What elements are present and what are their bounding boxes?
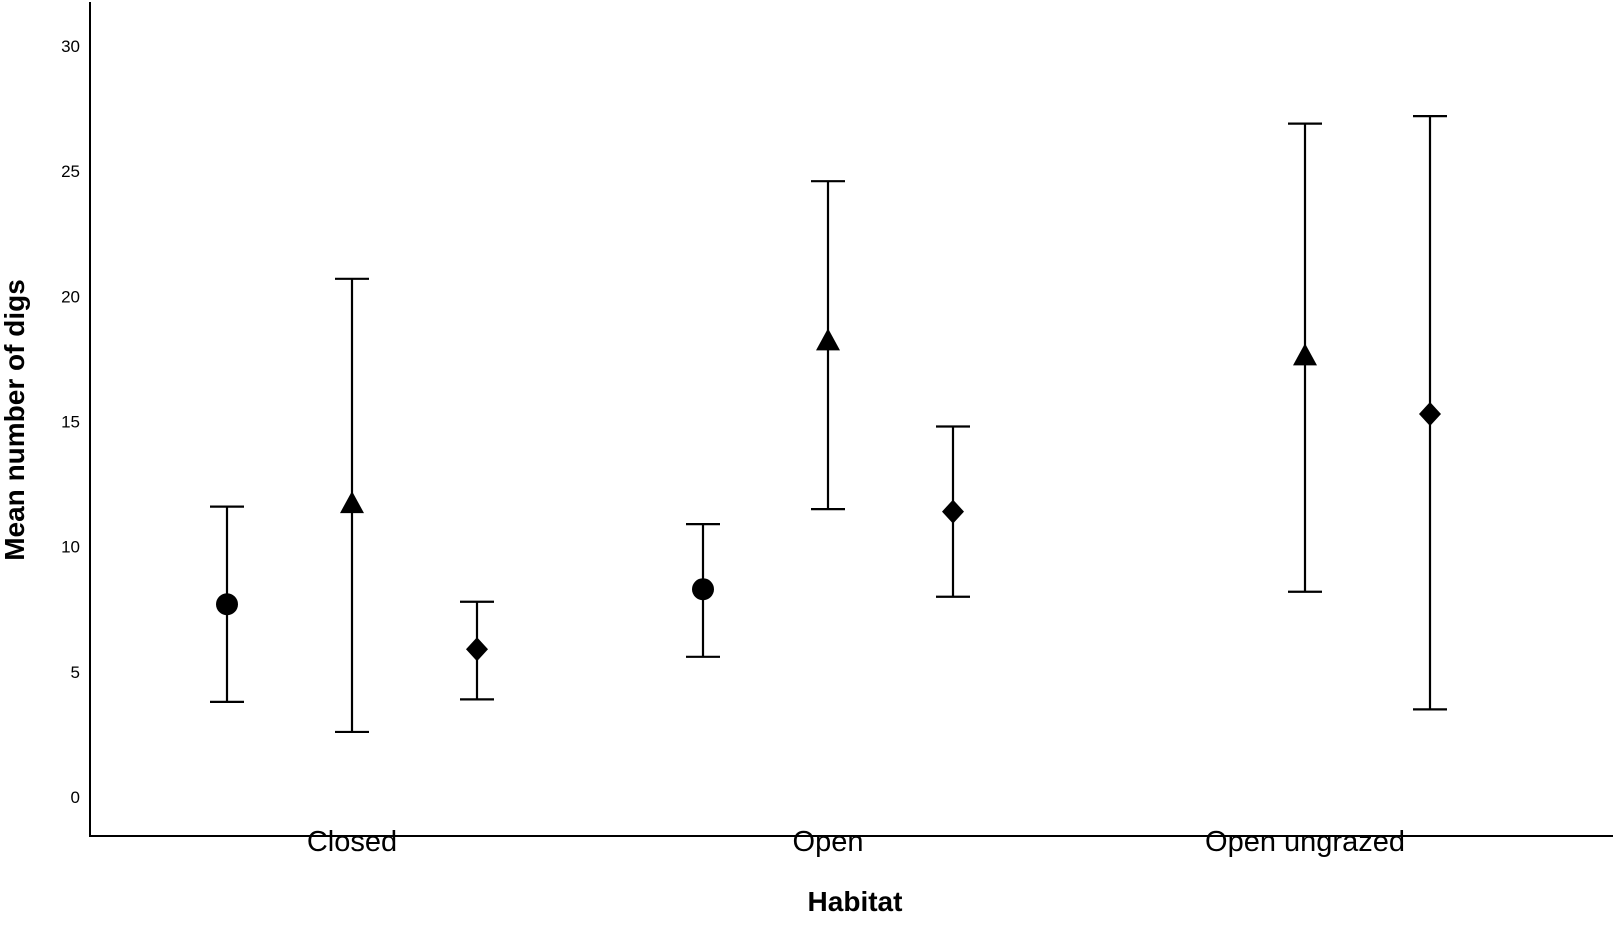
error-bar-point [936,425,970,598]
x-axis-title: Habitat [808,886,903,917]
error-bar-point [335,277,369,734]
error-bar-point [686,523,720,658]
mean-marker-triangle [340,491,364,514]
axes [89,2,1613,837]
y-tick-labels: 0 5 10 15 20 25 30 [61,37,80,807]
x-category-label: Open [793,826,864,858]
error-bar-point [210,505,244,703]
y-axis-title: Mean number of digs [0,279,30,561]
mean-marker-triangle [1293,343,1317,366]
y-tick-label: 20 [61,287,80,306]
mean-marker-diamond [942,499,964,524]
y-tick-label: 25 [61,162,80,181]
y-tick-label: 10 [61,538,80,557]
mean-marker-diamond [1419,401,1441,426]
mean-marker-circle [216,593,238,616]
y-tick-label: 30 [61,37,80,56]
error-bar-point [1413,114,1447,711]
mean-marker-triangle [816,328,840,351]
x-category-label: Closed [307,826,397,858]
y-tick-label: 15 [61,413,80,432]
data-marks [210,114,1447,734]
mean-marker-circle [692,578,714,601]
y-tick-label: 0 [71,788,80,807]
x-category-labels: Closed Open Open ungrazed [307,826,1405,858]
error-bar-point [1288,122,1322,593]
error-bar-point [460,600,494,701]
y-tick-label: 5 [71,663,80,682]
error-bar-point [811,180,845,511]
x-category-label: Open ungrazed [1205,826,1405,858]
mean-marker-diamond [466,637,488,662]
